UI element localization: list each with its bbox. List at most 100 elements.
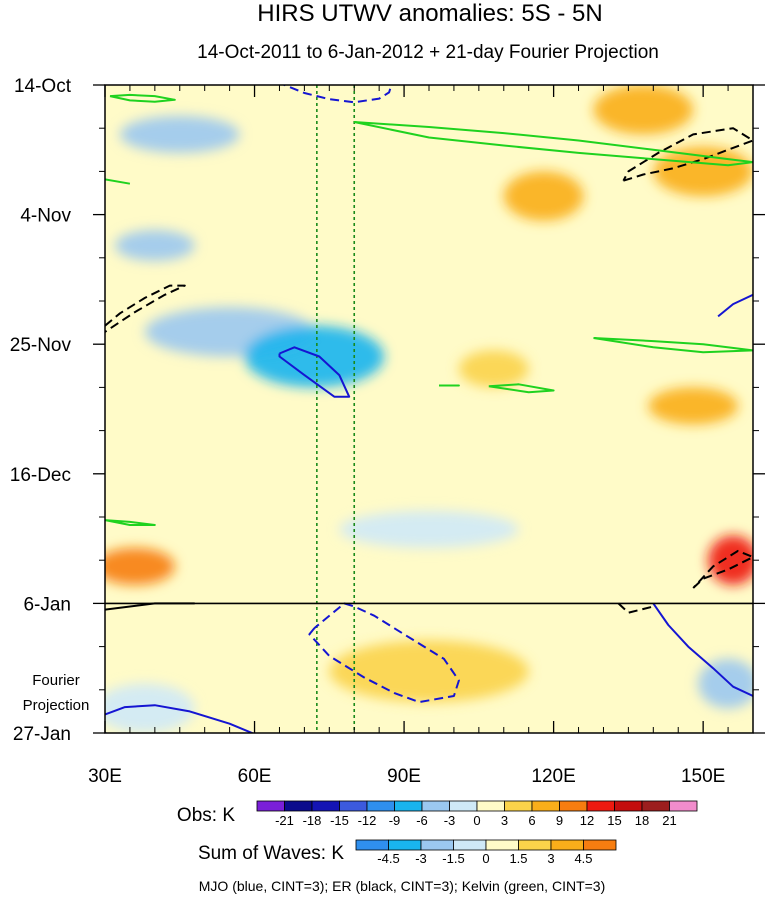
obs-colorbar-level-8: 3 xyxy=(501,813,508,828)
y-tick-label-4: 6-Jan xyxy=(23,594,71,615)
obs-colorbar-level-10: 9 xyxy=(556,813,563,828)
waves-colorbar-swatch-0 xyxy=(355,839,389,851)
x-tick-label-1: 60E xyxy=(238,766,272,787)
waves-colorbar: -4.5 -3 -1.5 0 1.5 3 4.5 xyxy=(355,839,617,866)
obs-colorbar-swatch-11 xyxy=(559,800,588,812)
obs-colorbar-level-6: -3 xyxy=(444,813,456,828)
obs-colorbar-swatch-13 xyxy=(614,800,643,812)
kelvin-contour-4 xyxy=(488,383,555,394)
mjo-contour-6 xyxy=(717,293,753,318)
projection-blob-0 xyxy=(329,640,529,703)
x-tick-label-3: 120E xyxy=(531,766,575,787)
obs-colorbar-swatch-12 xyxy=(586,800,615,812)
obs-colorbar-level-12: 15 xyxy=(607,813,621,828)
x-tick-label-2: 90E xyxy=(387,766,421,787)
waves-colorbar-level-1: -3 xyxy=(415,851,427,866)
anomaly-blob-2 xyxy=(119,115,240,153)
projection-label-line2: Projection xyxy=(23,697,90,714)
anomaly-blob-7 xyxy=(105,547,175,585)
field-shading xyxy=(105,85,753,733)
er-contour-2 xyxy=(692,549,753,589)
obs-colorbar-level-11: 12 xyxy=(580,813,594,828)
obs-colorbar-level-14: 21 xyxy=(662,813,676,828)
waves-colorbar-level-2: -1.5 xyxy=(442,851,464,866)
obs-colorbar-swatch-1 xyxy=(284,800,313,812)
anomaly-blob-5 xyxy=(653,146,753,197)
anomaly-blob-11 xyxy=(339,510,519,548)
obs-colorbar-level-13: 18 xyxy=(635,813,649,828)
obs-colorbar-swatch-9 xyxy=(504,800,533,812)
waves-colorbar-level-0: -4.5 xyxy=(377,851,399,866)
obs-colorbar: -21 -18 -15 -12 -9 -6 -3 0 3 6 9 12 15 18 21 xyxy=(256,800,698,828)
obs-colorbar-swatch-2 xyxy=(311,800,340,812)
projection-blob-2 xyxy=(698,658,753,709)
x-tick-label-0: 30E xyxy=(88,766,122,787)
y-tick-label-1: 4-Nov xyxy=(20,206,71,227)
obs-colorbar-swatch-15 xyxy=(669,800,698,812)
plot-area xyxy=(105,85,753,733)
obs-colorbar-swatch-6 xyxy=(421,800,450,812)
obs-colorbar-level-5: -6 xyxy=(416,813,428,828)
projection-label-line1: Fourier xyxy=(32,672,80,689)
x-tick-label-4: 150E xyxy=(681,766,725,787)
axes: 30E 60E 90E 120E 150E 14-Oct 4-Nov 25-Nov 16-Dec… xyxy=(10,76,765,787)
obs-colorbar-level-0: -21 xyxy=(275,813,294,828)
anomaly-blob-4 xyxy=(593,85,694,135)
anomaly-blob-8 xyxy=(503,171,584,221)
obs-colorbar-label: Obs: K xyxy=(177,805,235,826)
mjo-contour-1 xyxy=(278,346,351,398)
obs-colorbar-level-9: 6 xyxy=(528,813,535,828)
waves-colorbar-swatch-5 xyxy=(518,839,552,851)
mjo-contour-5 xyxy=(652,602,753,697)
waves-colorbar-swatch-3 xyxy=(453,839,487,851)
chart-subtitle: 14-Oct-2011 to 6-Jan-2012 + 21-day Fouri… xyxy=(197,42,659,63)
anomaly-blob-1 xyxy=(244,325,385,388)
waves-colorbar-swatch-6 xyxy=(550,839,584,851)
kelvin-contour-6 xyxy=(105,519,156,526)
wave-legend-note: MJO (blue, CINT=3); ER (black, CINT=3); … xyxy=(199,878,606,894)
y-tick-label-3: 16-Dec xyxy=(10,465,71,486)
kelvin-contour-0 xyxy=(109,93,176,103)
obs-colorbar-level-4: -9 xyxy=(389,813,401,828)
obs-colorbar-level-3: -12 xyxy=(358,813,377,828)
wave-contours xyxy=(105,85,753,733)
obs-colorbar-swatch-4 xyxy=(366,800,395,812)
waves-colorbar-level-5: 3 xyxy=(547,851,554,866)
waves-colorbar-level-6: 4.5 xyxy=(574,851,592,866)
er-contour-3 xyxy=(617,602,654,614)
er-contour-0 xyxy=(105,284,186,333)
obs-colorbar-level-1: -18 xyxy=(303,813,322,828)
y-tick-label-2: 25-Nov xyxy=(10,335,72,356)
y-tick-label-0: 14-Oct xyxy=(14,76,72,97)
anomaly-blob-10 xyxy=(648,387,739,425)
waves-colorbar-swatch-4 xyxy=(485,839,519,851)
obs-colorbar-swatch-7 xyxy=(449,800,478,812)
projection-blob-1 xyxy=(105,683,195,733)
anomaly-blob-6 xyxy=(708,535,753,585)
mjo-contour-2 xyxy=(308,602,460,704)
waves-colorbar-swatch-2 xyxy=(420,839,454,851)
anomaly-field xyxy=(105,85,753,733)
waves-colorbar-label: Sum of Waves: K xyxy=(198,843,344,864)
mjo-contour-3 xyxy=(105,704,255,733)
waves-colorbar-swatch-1 xyxy=(388,839,422,851)
y-tick-label-5: 27-Jan xyxy=(13,724,71,745)
obs-colorbar-level-2: -15 xyxy=(330,813,349,828)
waves-colorbar-level-4: 1.5 xyxy=(509,851,527,866)
mjo-contour-4 xyxy=(105,732,109,733)
chart-title: HIRS UTWV anomalies: 5S - 5N xyxy=(257,0,602,27)
anomaly-blob-3 xyxy=(114,230,195,261)
obs-colorbar-swatch-10 xyxy=(531,800,560,812)
waves-colorbar-swatch-7 xyxy=(583,839,617,851)
obs-colorbar-swatch-3 xyxy=(339,800,368,812)
waves-colorbar-level-3: 0 xyxy=(482,851,489,866)
anomaly-blob-9 xyxy=(458,350,529,388)
obs-colorbar-swatch-5 xyxy=(394,800,423,812)
mjo-contour-0 xyxy=(282,85,393,104)
kelvin-contour-3 xyxy=(593,337,753,354)
obs-colorbar-swatch-14 xyxy=(641,800,670,812)
obs-colorbar-swatch-0 xyxy=(256,800,285,812)
kelvin-contour-1 xyxy=(353,121,753,167)
kelvin-contour-2 xyxy=(105,178,131,185)
